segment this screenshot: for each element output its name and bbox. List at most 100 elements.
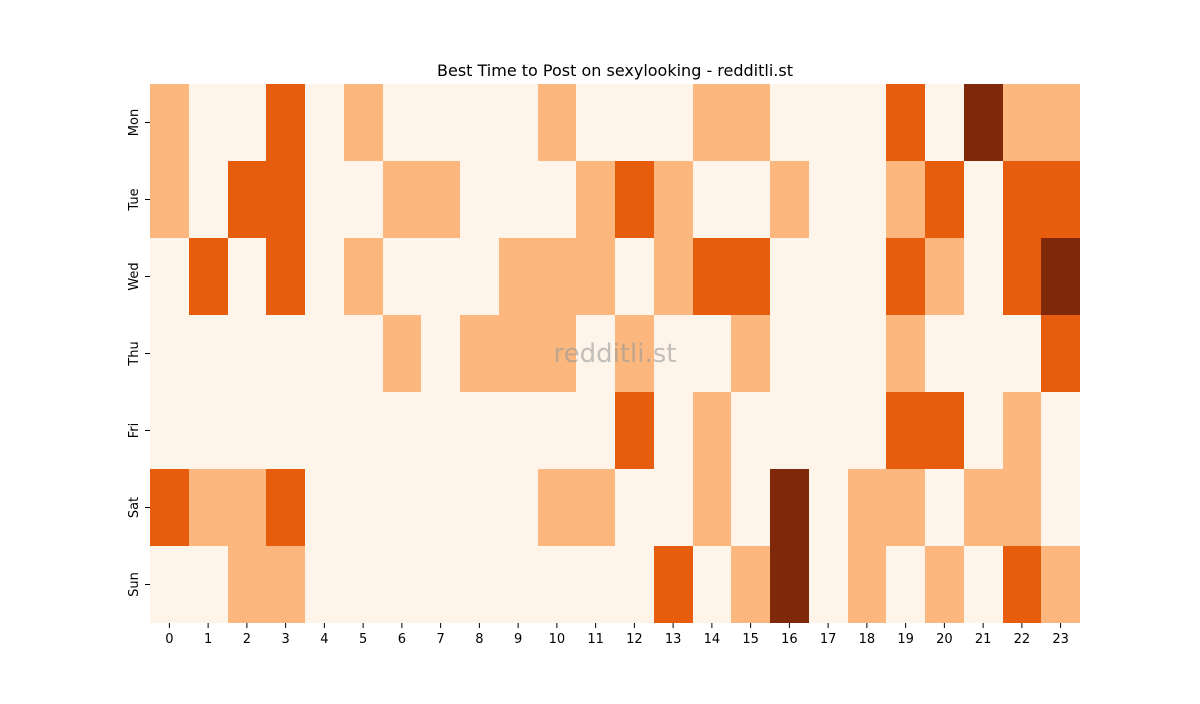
heatmap-cell — [460, 546, 499, 623]
heatmap-cell — [228, 392, 266, 469]
heatmap-cell — [460, 161, 499, 238]
heatmap-cell — [228, 469, 266, 546]
heatmap-cell — [809, 546, 848, 623]
heatmap-cell — [383, 469, 421, 546]
heatmap-cell — [538, 84, 576, 161]
heatmap-cell — [150, 315, 189, 392]
heatmap-cell — [770, 315, 809, 392]
heatmap-cell — [1003, 84, 1041, 161]
heatmap-cell — [460, 238, 499, 315]
y-tick-label: Fri — [127, 423, 142, 439]
heatmap-cells — [150, 84, 1080, 623]
y-tick-label: Wed — [127, 262, 142, 290]
heatmap-cell — [1041, 238, 1080, 315]
x-tick-label: 14 — [704, 632, 721, 647]
heatmap-cell — [925, 84, 964, 161]
heatmap-cell — [538, 315, 576, 392]
heatmap-cell — [886, 392, 925, 469]
heatmap-cell — [266, 238, 305, 315]
heatmap-cell — [499, 546, 538, 623]
heatmap-cell — [189, 315, 228, 392]
heatmap-cell — [925, 469, 964, 546]
heatmap-cell — [421, 315, 460, 392]
heatmap-cell — [499, 469, 538, 546]
heatmap-cell — [925, 315, 964, 392]
heatmap-cell — [538, 546, 576, 623]
heatmap-cell — [228, 238, 266, 315]
x-tick-label: 15 — [742, 632, 759, 647]
heatmap-cell — [693, 84, 731, 161]
heatmap-cell — [1003, 546, 1041, 623]
heatmap-cell — [1003, 161, 1041, 238]
heatmap-cell — [499, 161, 538, 238]
heatmap-cell — [189, 546, 228, 623]
heatmap-cell — [576, 469, 615, 546]
heatmap-cell — [770, 469, 809, 546]
heatmap-cell — [383, 392, 421, 469]
heatmap-cell — [615, 238, 654, 315]
heatmap-cell — [383, 238, 421, 315]
x-tick-label: 16 — [781, 632, 798, 647]
heatmap-cell — [150, 469, 189, 546]
heatmap-cell — [615, 315, 654, 392]
heatmap-cell — [731, 546, 770, 623]
heatmap-cell — [228, 546, 266, 623]
heatmap-cell — [848, 161, 886, 238]
heatmap-cell — [460, 84, 499, 161]
heatmap-cell — [1041, 161, 1080, 238]
heatmap-cell — [654, 315, 693, 392]
heatmap-cell — [731, 315, 770, 392]
heatmap-cell — [964, 469, 1003, 546]
heatmap-cell — [654, 392, 693, 469]
heatmap-cell — [266, 392, 305, 469]
heatmap-cell — [1003, 238, 1041, 315]
heatmap-cell — [421, 238, 460, 315]
heatmap-cell — [344, 392, 383, 469]
heatmap-cell — [848, 84, 886, 161]
heatmap-cell — [886, 238, 925, 315]
heatmap-cell — [266, 84, 305, 161]
heatmap-cell — [886, 161, 925, 238]
heatmap-cell — [228, 84, 266, 161]
heatmap-cell — [693, 546, 731, 623]
heatmap-cell — [848, 546, 886, 623]
x-tick-label: 4 — [320, 632, 328, 647]
heatmap-cell — [964, 238, 1003, 315]
heatmap-cell — [770, 392, 809, 469]
heatmap-cell — [305, 392, 344, 469]
heatmap-cell — [848, 469, 886, 546]
heatmap-cell — [344, 238, 383, 315]
heatmap-cell — [1003, 469, 1041, 546]
heatmap-cell — [576, 392, 615, 469]
heatmap-cell — [538, 469, 576, 546]
heatmap-cell — [615, 84, 654, 161]
heatmap-cell — [1041, 469, 1080, 546]
heatmap-cell — [576, 315, 615, 392]
heatmap-cell — [383, 315, 421, 392]
heatmap-cell — [344, 469, 383, 546]
x-tick-label: 9 — [514, 632, 522, 647]
heatmap-cell — [305, 84, 344, 161]
heatmap-cell — [654, 546, 693, 623]
heatmap-cell — [925, 546, 964, 623]
x-tick-label: 18 — [859, 632, 876, 647]
x-tick-label: 19 — [897, 632, 914, 647]
x-tick-label: 2 — [243, 632, 251, 647]
heatmap-cell — [848, 315, 886, 392]
heatmap-cell — [848, 238, 886, 315]
heatmap-cell — [809, 469, 848, 546]
heatmap-cell — [770, 84, 809, 161]
heatmap-cell — [266, 315, 305, 392]
heatmap-cell — [421, 546, 460, 623]
heatmap-cell — [1003, 315, 1041, 392]
heatmap-cell — [693, 161, 731, 238]
heatmap-cell — [809, 84, 848, 161]
heatmap-cell — [809, 161, 848, 238]
heatmap-cell — [499, 84, 538, 161]
x-tick-label: 10 — [549, 632, 566, 647]
heatmap-cell — [886, 546, 925, 623]
watermark: redditli.st — [554, 339, 677, 369]
heatmap-cell — [460, 469, 499, 546]
heatmap-cell — [150, 161, 189, 238]
